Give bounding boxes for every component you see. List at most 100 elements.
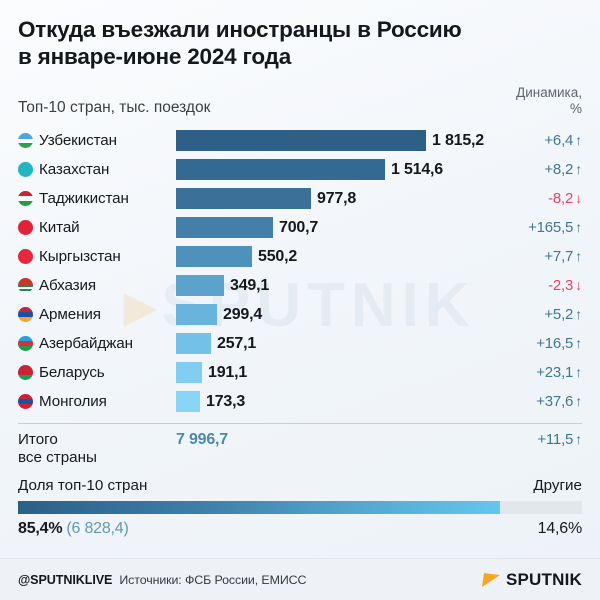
footer-credits: @SPUTNIKLIVE Источники: ФСБ России, ЕМИС… [18,573,306,587]
bar-value-label: 1 815,2 [432,131,484,149]
dynamics-value: +7,7 [544,248,574,266]
share-bar-fill [18,501,500,515]
country-name: Беларусь [39,364,105,382]
sputnik-arrow-icon [481,572,500,587]
row-bar-area: 173,3 [176,387,486,416]
flag-armenia-icon [18,307,33,323]
dynamics-column-header: Динамика, % [516,84,582,117]
value-bar [176,362,202,384]
chart-row: Узбекистан 1 815,2 +6,4 ↑ [18,126,582,155]
arrow-down-icon: ↓ [575,277,582,294]
sputnik-logo-text: SPUTNIK [505,569,582,589]
country-rows: Узбекистан 1 815,2 +6,4 ↑ Казахстан 1 514,6 +8… [0,126,600,416]
page-title: Откуда въезжали иностранцы в Россию в ян… [18,17,462,70]
arrow-up-icon: ↑ [575,219,582,236]
chart-row: Монголия 173,3 +37,6 ↑ [18,387,582,416]
total-dynamics-value: +11,5 [537,431,574,449]
row-country-label: Кыргызстан [18,248,176,265]
total-row: Итого все страны 7 996,7 +11,5 ↑ [0,424,600,467]
chart-row: Азербайджан 257,1 +16,5 ↑ [18,329,582,358]
row-dynamics: +8,2 ↑ [486,161,582,178]
country-name: Монголия [39,393,107,411]
total-dynamics: +11,5 ↑ [486,431,582,448]
value-bar [176,246,252,268]
row-bar-area: 550,2 [176,242,486,271]
row-bar-area: 257,1 [176,329,486,358]
value-bar [176,188,311,210]
flag-abkhazia-icon [18,278,33,294]
bar-value-label: 550,2 [258,247,298,265]
bar-value-label: 173,3 [206,392,246,410]
chart-row: Беларусь 191,1 +23,1 ↑ [18,358,582,387]
value-bar [176,130,426,152]
arrow-up-icon: ↑ [575,161,582,178]
bar-value-label: 299,4 [223,305,263,323]
dynamics-value: +165,5 [528,219,574,237]
country-name: Азербайджан [39,335,133,353]
chart-row: Казахстан 1 514,6 +8,2 ↑ [18,155,582,184]
header: Откуда въезжали иностранцы в Россию в ян… [0,0,600,71]
dynamics-value: -2,3 [548,277,574,295]
dynamics-value: +16,5 [536,335,574,353]
share-values: 85,4% (6 828,4) 14,6% [18,520,582,538]
footer: @SPUTNIKLIVE Источники: ФСБ России, ЕМИС… [0,558,600,600]
row-dynamics: +6,4 ↑ [486,132,582,149]
bar-value-label: 700,7 [279,218,319,236]
arrow-up-icon: ↑ [575,306,582,323]
country-name: Абхазия [39,277,96,295]
flag-uzbekistan-icon [18,133,33,149]
dynamics-value: +5,2 [544,306,574,324]
value-bar [176,391,200,413]
share-other-percent: 14,6% [537,520,583,538]
flag-azerbaijan-icon [18,336,33,352]
arrow-up-icon: ↑ [575,393,582,410]
row-dynamics: +23,1 ↑ [486,364,582,381]
value-bar [176,304,217,326]
arrow-up-icon: ↑ [575,431,582,448]
row-dynamics: +165,5 ↑ [486,219,582,236]
sputnik-logo: SPUTNIK [480,570,582,590]
row-bar-area: 299,4 [176,300,486,329]
total-value: 7 996,7 [176,431,228,449]
row-country-label: Казахстан [18,161,176,178]
row-bar-area: 977,8 [176,184,486,213]
flag-kazakhstan-icon [18,162,33,178]
total-divider [18,423,582,425]
row-country-label: Таджикистан [18,190,176,207]
arrow-up-icon: ↑ [575,132,582,149]
country-name: Кыргызстан [39,248,121,266]
country-name: Таджикистан [39,190,129,208]
social-handle[interactable]: @SPUTNIKLIVE [18,572,113,587]
row-country-label: Азербайджан [18,335,176,352]
bar-value-label: 191,1 [208,363,248,381]
bar-value-label: 257,1 [217,334,257,352]
share-other-label: Другие [533,477,582,495]
country-name: Казахстан [39,161,110,179]
chart-row: Армения 299,4 +5,2 ↑ [18,300,582,329]
row-dynamics: +7,7 ↑ [486,248,582,265]
subheader: Топ-10 стран, тыс. поездок Динамика, % [0,71,600,117]
row-bar-area: 191,1 [176,358,486,387]
chart-subtitle: Топ-10 стран, тыс. поездок [18,98,211,116]
row-bar-area: 700,7 [176,213,486,242]
arrow-up-icon: ↑ [575,248,582,265]
chart-row: Таджикистан 977,8 -8,2 ↓ [18,184,582,213]
arrow-down-icon: ↓ [575,190,582,207]
value-bar [176,333,211,355]
flag-belarus-icon [18,365,33,381]
row-bar-area: 1 815,2 [176,126,486,155]
row-dynamics: +37,6 ↑ [486,393,582,410]
share-top10-label: Доля топ-10 стран [18,477,148,495]
country-name: Узбекистан [39,132,117,150]
arrow-up-icon: ↑ [575,364,582,381]
row-country-label: Беларусь [18,364,176,381]
country-name: Армения [39,306,101,324]
share-top10-percent: 85,4% [18,520,63,538]
value-bar [176,275,224,297]
share-bar-track [18,501,582,515]
row-dynamics: -2,3 ↓ [486,277,582,294]
flag-tajikistan-icon [18,191,33,207]
row-country-label: Узбекистан [18,132,176,149]
row-country-label: Монголия [18,393,176,410]
dynamics-value: +8,2 [544,161,574,179]
